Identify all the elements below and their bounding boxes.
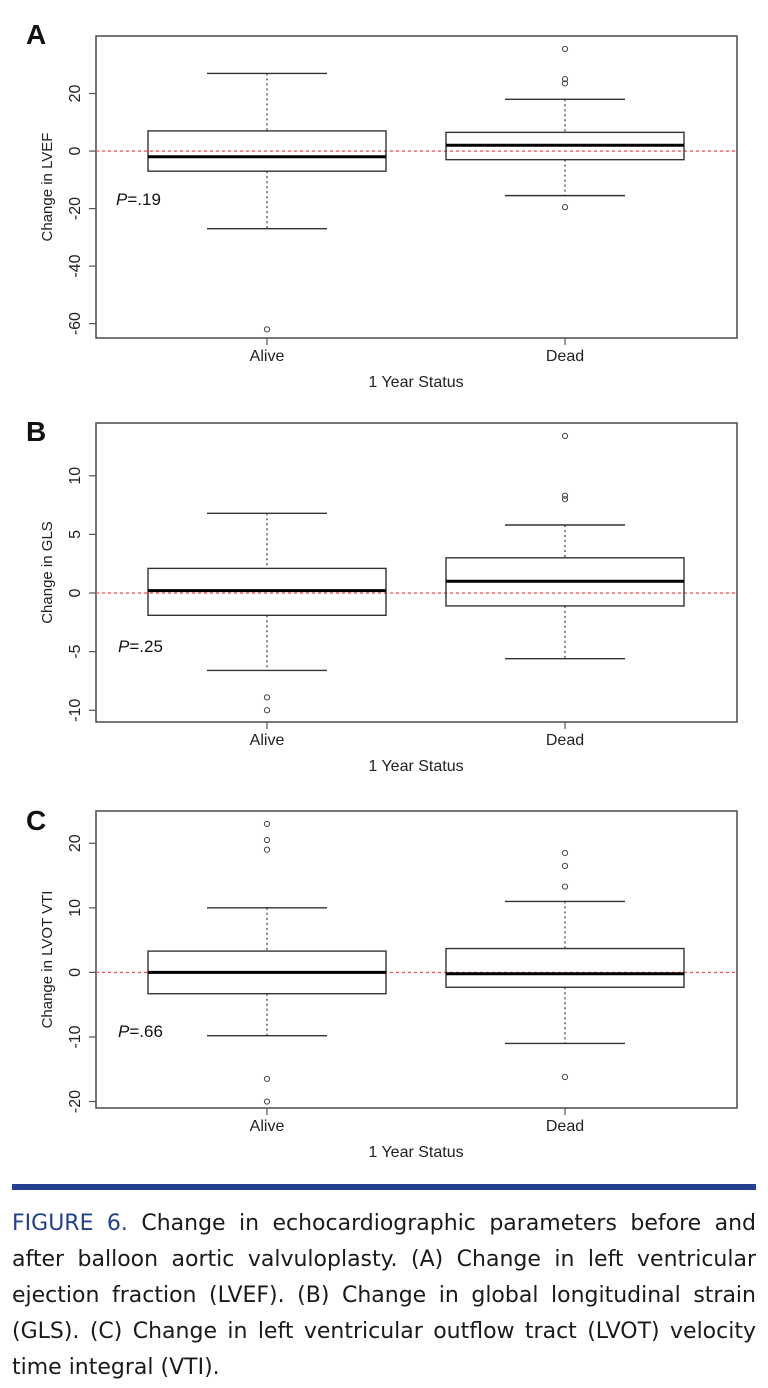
figure-caption: FIGURE 6. Change in echocardiographic pa… (12, 1206, 756, 1386)
outlier-point (561, 862, 569, 869)
box-dead (445, 45, 685, 211)
p-symbol: P (118, 1022, 130, 1041)
x-tick-label: Dead (546, 732, 584, 749)
outlier-point (561, 45, 569, 53)
y-tick-label: 20 (67, 834, 84, 852)
p-value-annotation: P=.66 (118, 1022, 163, 1041)
caption-divider (12, 1184, 756, 1190)
y-axis-label: Change in LVOT VTI (39, 891, 56, 1029)
p-value-annotation: P=.19 (116, 190, 161, 209)
panel-letter: B (26, 416, 46, 447)
outlier-point (561, 883, 569, 890)
outlier-point (263, 694, 271, 701)
y-tick-label: -60 (67, 312, 84, 335)
panel-letter: A (26, 19, 46, 50)
x-tick-label: Alive (250, 348, 285, 365)
x-tick-label: Alive (250, 732, 285, 749)
outlier-point (263, 846, 271, 853)
outlier-point (263, 1098, 271, 1105)
y-tick-label: -5 (67, 644, 84, 658)
x-axis-label: 1 Year Status (368, 758, 463, 775)
x-tick-label: Dead (546, 348, 584, 365)
x-tick-label: Dead (546, 1118, 584, 1135)
outlier-point (561, 849, 569, 857)
plot-frame (95, 422, 738, 723)
p-value: =.25 (129, 637, 163, 656)
y-tick-label: 0 (67, 147, 84, 156)
box-dead (445, 849, 685, 1081)
y-tick-label: -10 (67, 699, 84, 722)
outlier-point (561, 204, 569, 211)
outlier-point (561, 1073, 569, 1081)
iqr-box (445, 947, 685, 988)
y-tick-label: -10 (67, 1025, 84, 1048)
y-tick-label: 20 (67, 85, 84, 103)
outlier-point (561, 492, 569, 499)
box-alive (147, 512, 387, 714)
outlier-point (561, 80, 569, 87)
outlier-point (263, 1075, 271, 1083)
p-symbol: P (116, 190, 128, 209)
plot-frame (95, 35, 738, 339)
box-dead (445, 432, 685, 660)
outlier-point (263, 820, 271, 828)
box-alive (147, 72, 387, 333)
caption-label: FIGURE 6. (12, 1211, 128, 1236)
x-tick-label: Alive (250, 1118, 285, 1135)
panel-a: A -60 -40 -20 0 20 Change in LVEF Alive Dead 1 Ye… (26, 19, 738, 391)
y-tick-label: 10 (67, 467, 84, 485)
outlier-point (263, 707, 271, 714)
figure-6-boxplots: A -60 -40 -20 0 20 Change in LVEF Alive Dead 1 Ye… (26, 19, 738, 1161)
iqr-box (147, 130, 387, 172)
y-axis-label: Change in GLS (39, 521, 56, 624)
p-value: =.66 (129, 1022, 163, 1041)
y-tick-label: -20 (67, 1090, 84, 1113)
plot-frame (95, 810, 738, 1109)
outlier-point (263, 326, 271, 333)
outlier-point (561, 76, 569, 83)
outlier-point (561, 496, 569, 503)
y-tick-label: -40 (67, 254, 84, 277)
y-tick-label: 5 (67, 530, 84, 539)
p-value: =.19 (127, 190, 161, 209)
panel-c: C -20 -10 0 10 20 Change in LVOT VTI Alive Dead 1… (26, 805, 738, 1161)
outlier-point (263, 836, 271, 844)
caption-text: Change in echocardiographic parameters b… (12, 1211, 756, 1380)
x-axis-label: 1 Year Status (368, 374, 463, 391)
panel-b: B -10 -5 0 5 10 Change in GLS Alive Dead 1 Year S… (26, 416, 738, 775)
y-tick-label: 10 (67, 899, 84, 917)
y-axis-label: Change in LVEF (39, 133, 56, 242)
p-value-annotation: P=.25 (118, 637, 163, 656)
y-tick-label: 0 (67, 968, 84, 977)
panel-letter: C (26, 805, 46, 836)
outlier-point (561, 432, 569, 439)
x-axis-label: 1 Year Status (368, 1144, 463, 1161)
y-tick-label: -20 (67, 197, 84, 220)
y-tick-label: 0 (67, 588, 84, 597)
box-alive (147, 820, 387, 1105)
p-symbol: P (118, 637, 130, 656)
